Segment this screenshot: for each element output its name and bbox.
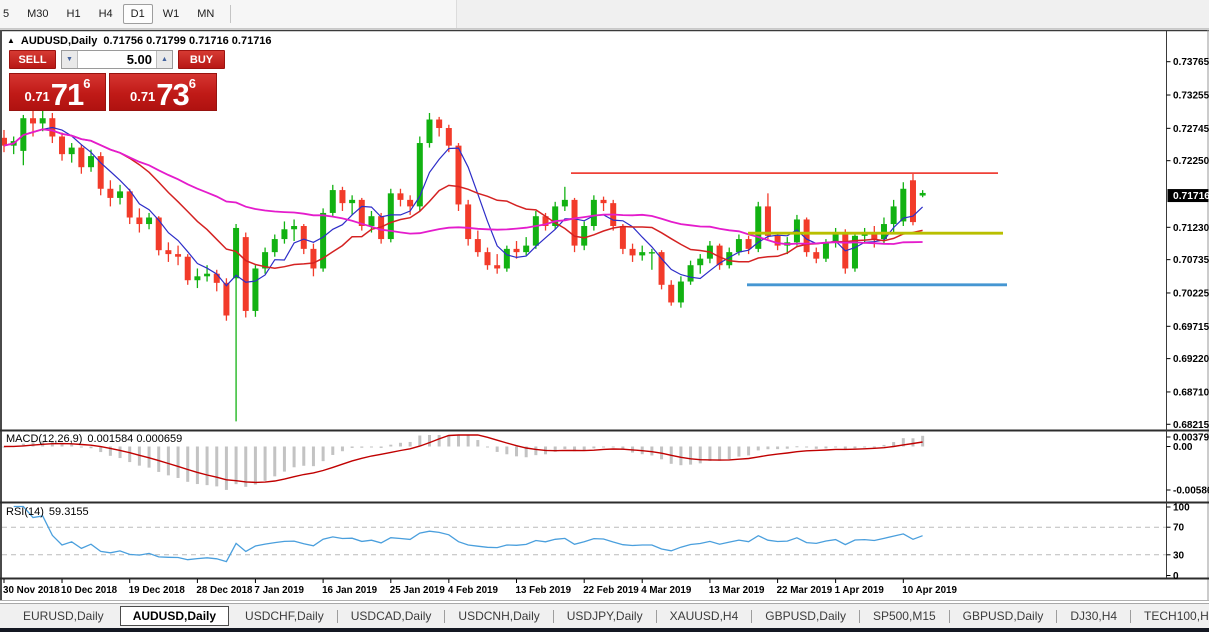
sell-price-big: 71 <box>50 76 84 112</box>
rsi-name: RSI(14) <box>6 506 44 518</box>
timeframe-toolbar: 5 M30 H1 H4 D1 W1 MN <box>0 0 1209 29</box>
tab-separator <box>858 609 860 623</box>
svg-text:0.69715: 0.69715 <box>1173 322 1209 333</box>
chart-tab-gbpusd-daily[interactable]: GBPUSD,Daily <box>765 609 846 623</box>
svg-text:0.71230: 0.71230 <box>1173 223 1209 234</box>
timeframe-panel: 5 M30 H1 H4 D1 W1 MN <box>0 0 457 28</box>
volume-decrease-icon[interactable]: ▼ <box>62 51 78 68</box>
buy-price-big: 73 <box>156 76 189 112</box>
svg-text:0.003793: 0.003793 <box>1173 433 1209 444</box>
sell-button[interactable]: SELL <box>9 50 56 69</box>
timeframe-button-mn[interactable]: MN <box>197 8 215 20</box>
timeframe-button-h4[interactable]: H4 <box>98 8 113 20</box>
sell-price-sup: 6 <box>83 76 91 91</box>
svg-text:-0.005864: -0.005864 <box>1173 486 1209 497</box>
svg-text:13 Mar 2019: 13 Mar 2019 <box>709 585 765 596</box>
svg-text:7 Jan 2019: 7 Jan 2019 <box>254 585 304 596</box>
rsi-label: RSI(14) 59.3155 <box>6 506 89 518</box>
svg-text:19 Dec 2018: 19 Dec 2018 <box>129 585 186 596</box>
chart-tab-usdcad-daily[interactable]: USDCAD,Daily <box>350 609 432 623</box>
svg-text:0.71716: 0.71716 <box>1173 191 1209 202</box>
timeframe-button-m30[interactable]: M30 <box>27 8 49 20</box>
chart-tab-usdcnh-daily[interactable]: USDCNH,Daily <box>458 609 540 623</box>
svg-text:30: 30 <box>1173 550 1185 561</box>
buy-price-base: 0.71 <box>129 89 156 104</box>
svg-text:1 Apr 2019: 1 Apr 2019 <box>835 585 885 596</box>
tab-separator <box>336 609 338 623</box>
macd-label: MACD(12,26,9) 0.001584 0.000659 <box>6 433 182 445</box>
one-click-trade-panel: SELL ▼ ▲ BUY 0.71 71 6 0.71 73 6 <box>9 50 227 111</box>
volume-input[interactable] <box>78 51 156 68</box>
chart-tab-audusd-daily[interactable]: AUDUSD,Daily <box>119 606 230 626</box>
svg-text:16 Jan 2019: 16 Jan 2019 <box>322 585 378 596</box>
chart-tab-gbpusd-daily[interactable]: GBPUSD,Daily <box>962 609 1044 623</box>
trade-prices-row: 0.71 71 6 0.71 73 6 <box>9 73 227 111</box>
chart-tab-usdchf-daily[interactable]: USDCHF,Daily <box>245 609 324 623</box>
svg-text:4 Mar 2019: 4 Mar 2019 <box>641 585 692 596</box>
macd-values: 0.001584 0.000659 <box>87 433 183 445</box>
timeframe-button-d1[interactable]: D1 <box>122 4 153 24</box>
svg-text:0.70225: 0.70225 <box>1173 288 1209 299</box>
buy-price-box[interactable]: 0.71 73 6 <box>109 73 217 111</box>
buy-price-sup: 6 <box>188 76 197 91</box>
toolbar-separator <box>230 5 232 23</box>
chart-tabbar: EURUSD,Daily AUDUSD,Daily USDCHF,Daily USDC… <box>0 603 1209 628</box>
sell-price-box[interactable]: 0.71 71 6 <box>9 73 106 111</box>
rsi-value: 59.3155 <box>48 506 89 518</box>
timeframe-button-5[interactable]: 5 <box>3 8 10 20</box>
svg-text:25 Jan 2019: 25 Jan 2019 <box>390 585 446 596</box>
svg-text:0.73255: 0.73255 <box>1173 91 1209 102</box>
collapse-panel-icon[interactable]: ▲ <box>7 36 15 45</box>
svg-text:0.73765: 0.73765 <box>1173 57 1209 68</box>
tab-separator <box>948 609 950 623</box>
buy-button[interactable]: BUY <box>178 50 225 69</box>
chart-tab-tech100-h1[interactable]: TECH100,H1 <box>1144 609 1209 623</box>
volume-spinner: ▼ ▲ <box>61 50 173 69</box>
svg-text:0.00: 0.00 <box>1173 442 1193 453</box>
svg-text:0.68215: 0.68215 <box>1173 420 1209 431</box>
tab-separator <box>444 609 446 623</box>
chart-tab-usdjpy-daily[interactable]: USDJPY,Daily <box>566 609 643 623</box>
chart-tab-xauusd-h4[interactable]: XAUUSD,H4 <box>669 609 739 623</box>
svg-text:0.72745: 0.72745 <box>1173 124 1209 135</box>
tab-separator <box>1056 609 1058 623</box>
svg-text:0.70735: 0.70735 <box>1173 255 1209 266</box>
svg-text:28 Dec 2018: 28 Dec 2018 <box>196 585 253 596</box>
trade-buttons-row: SELL ▼ ▲ BUY <box>9 50 227 69</box>
macd-name: MACD(12,26,9) <box>6 433 83 445</box>
chart-ohlc-values: 0.71756 0.71799 0.71716 0.71716 <box>103 35 272 47</box>
chart-header: ▲ AUDUSD,Daily 0.71756 0.71799 0.71716 0… <box>7 35 272 47</box>
timeframe-button-h1[interactable]: H1 <box>66 8 81 20</box>
svg-text:0.72250: 0.72250 <box>1173 156 1209 167</box>
svg-text:0.69220: 0.69220 <box>1173 354 1209 365</box>
tab-separator <box>1130 609 1132 623</box>
svg-text:13 Feb 2019: 13 Feb 2019 <box>516 585 572 596</box>
svg-text:70: 70 <box>1173 523 1185 534</box>
tab-separator <box>655 609 657 623</box>
svg-text:100: 100 <box>1173 503 1190 514</box>
sell-price-base: 0.71 <box>24 89 50 104</box>
tab-separator <box>552 609 554 623</box>
svg-text:10 Dec 2018: 10 Dec 2018 <box>61 585 118 596</box>
chart-symbol-title: AUDUSD,Daily <box>20 35 98 47</box>
svg-text:10 Apr 2019: 10 Apr 2019 <box>902 585 957 596</box>
svg-text:30 Nov 2018: 30 Nov 2018 <box>3 585 60 596</box>
tab-separator <box>751 609 753 623</box>
chart-tab-dj30-h4[interactable]: DJ30,H4 <box>1070 609 1118 623</box>
window-bottom-edge <box>0 628 1209 632</box>
volume-increase-icon[interactable]: ▲ <box>156 51 172 68</box>
svg-text:0: 0 <box>1173 571 1179 582</box>
svg-text:22 Mar 2019: 22 Mar 2019 <box>777 585 833 596</box>
svg-text:22 Feb 2019: 22 Feb 2019 <box>583 585 639 596</box>
chart-tab-eurusd-daily[interactable]: EURUSD,Daily <box>23 609 104 623</box>
chart-tab-sp500-m15[interactable]: SP500,M15 <box>872 609 936 623</box>
svg-text:4 Feb 2019: 4 Feb 2019 <box>448 585 499 596</box>
svg-text:0.68710: 0.68710 <box>1173 387 1209 398</box>
timeframe-button-w1[interactable]: W1 <box>162 8 180 20</box>
